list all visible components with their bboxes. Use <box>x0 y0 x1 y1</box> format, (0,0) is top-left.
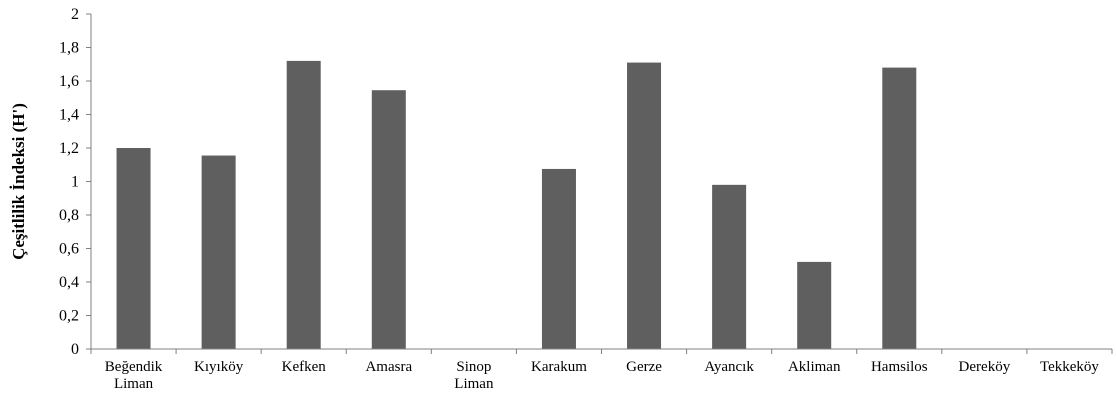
y-tick-label: 0,8 <box>59 207 79 224</box>
bar <box>286 60 321 350</box>
x-tick-label: Tekkeköy <box>1040 359 1099 375</box>
y-axis: 0 0,2 0,4 0,6 0,8 1 1,2 1,4 1,6 1,8 2 <box>59 6 92 358</box>
bar <box>882 67 917 349</box>
x-tick-label: Kıyıköy <box>194 359 244 375</box>
x-tick-label: Dereköy <box>959 359 1011 375</box>
x-tick-label: Sinop Liman <box>454 359 494 392</box>
y-tick-label: 0,6 <box>59 241 79 258</box>
y-tick-label: 0 <box>71 341 79 358</box>
bar <box>201 155 236 349</box>
bar <box>371 90 406 350</box>
y-tick-label: 1,4 <box>59 107 79 124</box>
x-tick-label: Akliman <box>788 359 841 375</box>
x-tick-label: Hamsilos <box>871 359 928 375</box>
y-tick-label: 1 <box>71 174 79 191</box>
bar <box>541 168 576 349</box>
y-tick-label: 0,4 <box>59 274 79 291</box>
x-tick-label: Ayancık <box>704 359 754 375</box>
y-tick-label: 1,2 <box>59 140 79 157</box>
bar <box>116 148 151 349</box>
x-tick-label: Beğendik Liman <box>105 359 163 392</box>
y-tick-label: 1,8 <box>59 40 79 57</box>
bar <box>797 261 832 349</box>
bars <box>116 60 917 350</box>
x-axis: Beğendik Liman Kıyıköy Kefken Amasra Sinop Lim… <box>90 348 1113 392</box>
bar <box>712 184 747 349</box>
bar <box>627 62 662 349</box>
y-axis-title: Çeşitlilik İndeksi (H') <box>9 103 28 260</box>
x-tick-label: Karakum <box>531 359 587 375</box>
y-tick-label: 2 <box>71 6 79 23</box>
x-tick-label: Kefken <box>282 359 327 375</box>
y-tick-label: 0,2 <box>59 308 79 325</box>
x-tick-label: Amasra <box>365 359 412 375</box>
x-tick-label: Gerze <box>626 359 662 375</box>
y-tick-label: 1,6 <box>59 73 79 90</box>
